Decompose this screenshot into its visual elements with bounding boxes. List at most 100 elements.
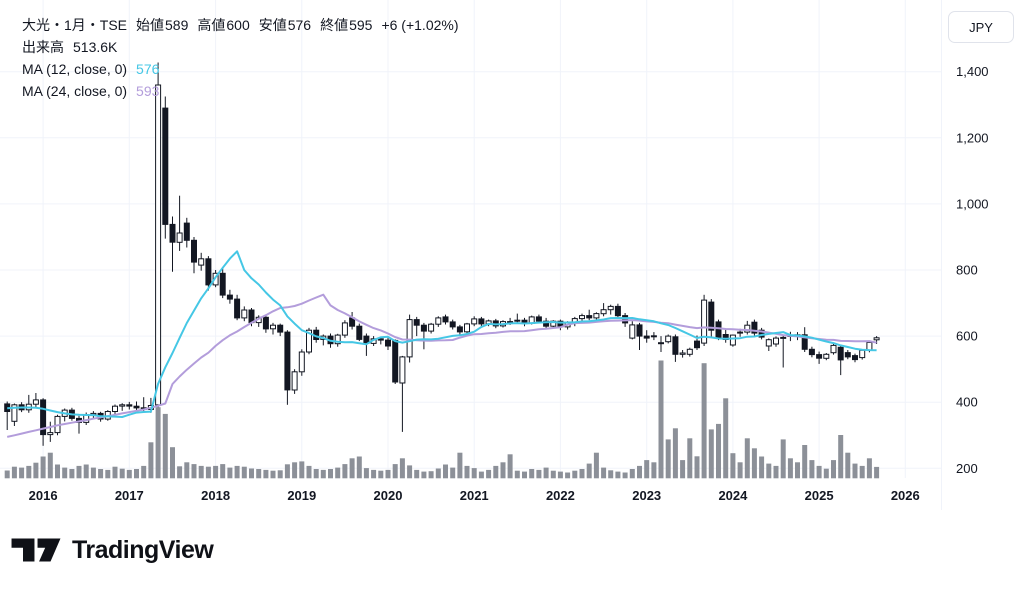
volume-bar[interactable] [730,453,736,479]
candle[interactable] [298,349,305,376]
candle[interactable] [320,334,327,346]
volume-bar[interactable] [220,464,226,479]
candle[interactable] [607,304,614,315]
volume-bar[interactable] [608,470,614,479]
volume-bar[interactable] [579,469,585,479]
time-axis[interactable]: 2016 2017 2018 2019 2020 2021 2022 2023 2024 2025… [29,488,920,503]
volume-bar[interactable] [277,470,283,479]
candle[interactable] [341,320,348,338]
candle[interactable] [226,289,233,304]
volume-bar[interactable] [335,467,341,479]
candle[interactable] [665,334,672,344]
candle[interactable] [40,398,47,446]
candle[interactable] [658,336,664,352]
volume-bar[interactable] [184,462,190,479]
volume-bar[interactable] [249,468,254,479]
volume-bar[interactable] [802,445,808,479]
currency-button[interactable]: JPY [948,11,1014,43]
volume-bar[interactable] [371,469,377,479]
candle[interactable] [729,334,736,347]
volume-bar[interactable] [62,467,68,479]
volume-bar[interactable] [69,469,75,479]
volume-bar[interactable] [651,462,657,479]
candle[interactable] [686,347,693,357]
volume-bar[interactable] [859,465,865,479]
candle[interactable] [112,404,118,416]
volume-bar[interactable] [874,466,880,479]
volume-bar[interactable] [550,470,556,479]
candle[interactable] [205,256,212,291]
volume-bar[interactable] [407,465,413,479]
volume-bar[interactable] [234,465,240,479]
candle[interactable] [629,321,636,340]
candle[interactable] [270,322,276,335]
candle[interactable] [392,339,399,384]
candle[interactable] [852,353,858,363]
volume-bar[interactable] [148,442,154,479]
volume-bar[interactable] [629,469,635,479]
volume-bar[interactable] [83,464,89,479]
volume-bar[interactable] [320,469,326,479]
volume-bar[interactable] [773,465,779,479]
volume-bar[interactable] [134,469,139,479]
volume-bar[interactable] [522,471,527,479]
volume-bar[interactable] [593,452,599,479]
volume-bar[interactable] [716,423,721,479]
ma24-row[interactable]: MA (24, close, 0) 593 [22,80,459,102]
candle[interactable] [636,322,643,350]
volume-bar[interactable] [328,469,333,479]
volume-bar[interactable] [787,458,793,479]
volume-bar[interactable] [766,463,772,479]
volume-bar[interactable] [119,468,125,479]
candle[interactable] [600,303,607,317]
volume-row[interactable]: 出来高 513.6K [22,36,459,58]
candle[interactable] [442,314,449,325]
candle[interactable] [823,353,830,361]
volume-bar[interactable] [823,468,829,479]
volume-bar[interactable] [464,465,470,479]
candle[interactable] [614,303,621,318]
volume-bar[interactable] [701,363,707,479]
candle[interactable] [399,355,406,432]
candle[interactable] [32,393,39,409]
volume-bar[interactable] [126,469,132,479]
candle[interactable] [162,96,169,239]
volume-bar[interactable] [263,469,269,479]
volume-bar[interactable] [177,466,183,479]
volume-bar[interactable] [356,456,362,479]
candle[interactable] [176,195,183,251]
candle[interactable] [334,333,341,347]
volume-bar[interactable] [866,458,872,479]
candle[interactable] [25,394,32,413]
volume-bar[interactable] [615,471,621,479]
volume-bar[interactable] [170,447,175,479]
volume-bar[interactable] [450,467,456,479]
candle[interactable] [385,337,391,350]
volume-bar[interactable] [55,464,60,479]
volume-bar[interactable] [198,465,204,479]
candle[interactable] [535,314,542,323]
candle[interactable] [284,330,291,405]
candle[interactable] [837,345,844,376]
volume-bar[interactable] [723,398,729,479]
volume-bar[interactable] [205,466,211,479]
candle[interactable] [428,322,435,334]
volume-bar[interactable] [852,463,858,479]
candle[interactable] [679,350,686,358]
volume-bar[interactable] [507,454,513,479]
candle[interactable] [119,403,126,411]
symbol-row[interactable]: 大光・1月・TSE 始値 589 高値 600 安値 576 終値 595 +6 (+1… [22,14,459,36]
volume-bar[interactable] [141,465,147,479]
candle[interactable] [701,294,708,346]
volume-bar[interactable] [708,429,714,479]
volume-bar[interactable] [256,469,262,479]
volume-bar[interactable] [378,470,384,479]
volume-bar[interactable] [191,464,197,479]
candle[interactable] [514,313,521,324]
volume-bar[interactable] [313,469,319,479]
volume-bar[interactable] [292,462,298,479]
candle[interactable] [708,299,715,337]
candle[interactable] [521,317,528,327]
candle[interactable] [133,401,140,411]
candle[interactable] [435,316,442,327]
